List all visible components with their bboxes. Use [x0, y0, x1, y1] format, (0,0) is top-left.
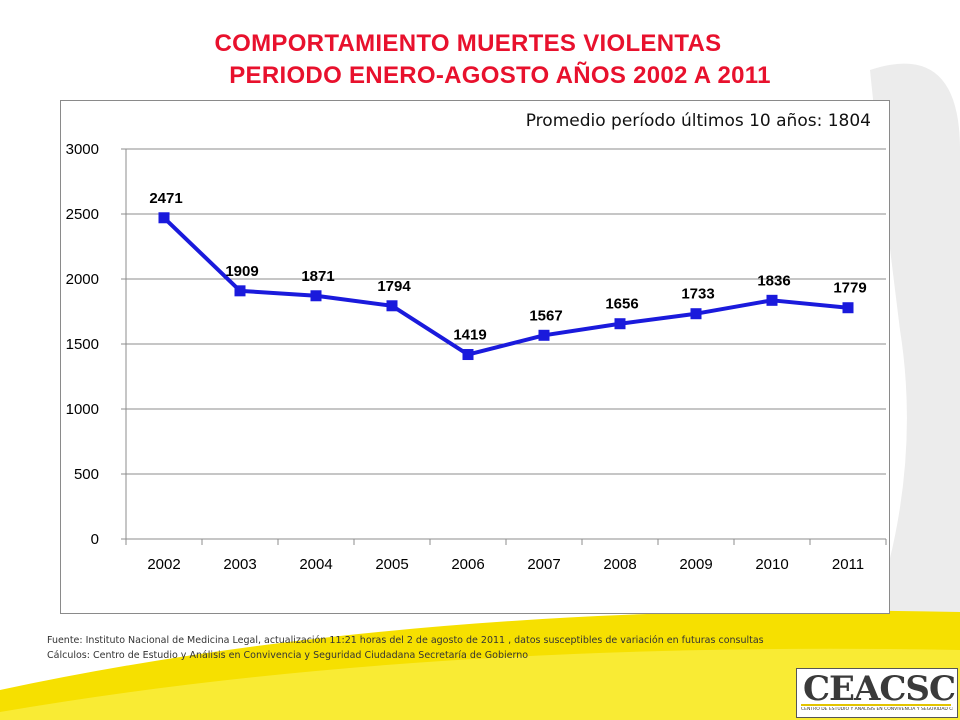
series-line: [162, 216, 849, 357]
data-point: [158, 212, 170, 224]
y-tick-label: 0: [91, 531, 99, 548]
data-label: 1656: [605, 296, 638, 313]
data-point: [538, 329, 550, 341]
logo-subtitle: CENTRO DE ESTUDIO Y ANÁLISIS EN CONVIVEN…: [801, 707, 953, 712]
x-tick-label: 2004: [299, 556, 332, 573]
data-label: 1794: [377, 278, 411, 295]
data-label: 2471: [149, 190, 182, 207]
y-tick-label: 500: [74, 466, 99, 483]
y-tick-label: 1500: [66, 336, 99, 353]
data-point: [386, 300, 398, 312]
calculation-note: Cálculos: Centro de Estudio y Análisis e…: [47, 650, 529, 661]
y-tick-label: 2500: [66, 206, 99, 223]
ceacsc-logo: CEACSC CENTRO DE ESTUDIO Y ANÁLISIS EN C…: [796, 668, 958, 718]
x-tick-label: 2003: [223, 556, 256, 573]
chart-title-line-2: PERIODO ENERO-AGOSTO AÑOS 2002 A 2011: [229, 62, 771, 89]
x-tick-label: 2011: [832, 556, 864, 573]
data-label: 1871: [301, 268, 334, 285]
logo-wordmark: CEACSC: [803, 669, 956, 709]
data-point: [690, 308, 702, 320]
data-point: [614, 318, 626, 330]
x-tick-label: 2009: [679, 556, 712, 573]
data-point: [310, 290, 322, 302]
data-label: 1836: [757, 272, 790, 289]
x-tick-label: 2007: [527, 556, 560, 573]
logo-underline: [801, 704, 951, 706]
y-tick-label: 1000: [66, 401, 99, 418]
y-tick-label: 2000: [66, 271, 99, 288]
x-tick-label: 2006: [451, 556, 484, 573]
x-tick-label: 2008: [603, 556, 636, 573]
data-point: [842, 302, 854, 314]
source-note: Fuente: Instituto Nacional de Medicina L…: [47, 635, 764, 646]
data-label: 1567: [529, 307, 562, 324]
chart-area: 0 500 1000 1500 2000 2500 3000 2002 2003 2004 2005…: [60, 100, 890, 614]
data-label: 1909: [225, 263, 258, 280]
x-tick-label: 2005: [375, 556, 408, 573]
line-chart: 0 500 1000 1500 2000 2500 3000 2002 2003 2004 2005…: [66, 141, 887, 573]
data-point: [766, 294, 778, 306]
data-label: 1419: [453, 327, 486, 344]
x-tick-label: 2010: [755, 556, 788, 573]
data-label: 1779: [833, 280, 866, 297]
data-point: [234, 285, 246, 297]
chart-title-line-1: COMPORTAMIENTO MUERTES VIOLENTAS: [214, 30, 722, 57]
average-annotation: Promedio período últimos 10 años: 1804: [523, 111, 873, 131]
data-label: 1733: [681, 286, 714, 303]
data-point: [462, 349, 474, 361]
y-tick-label: 3000: [66, 141, 99, 158]
x-tick-label: 2002: [147, 556, 180, 573]
